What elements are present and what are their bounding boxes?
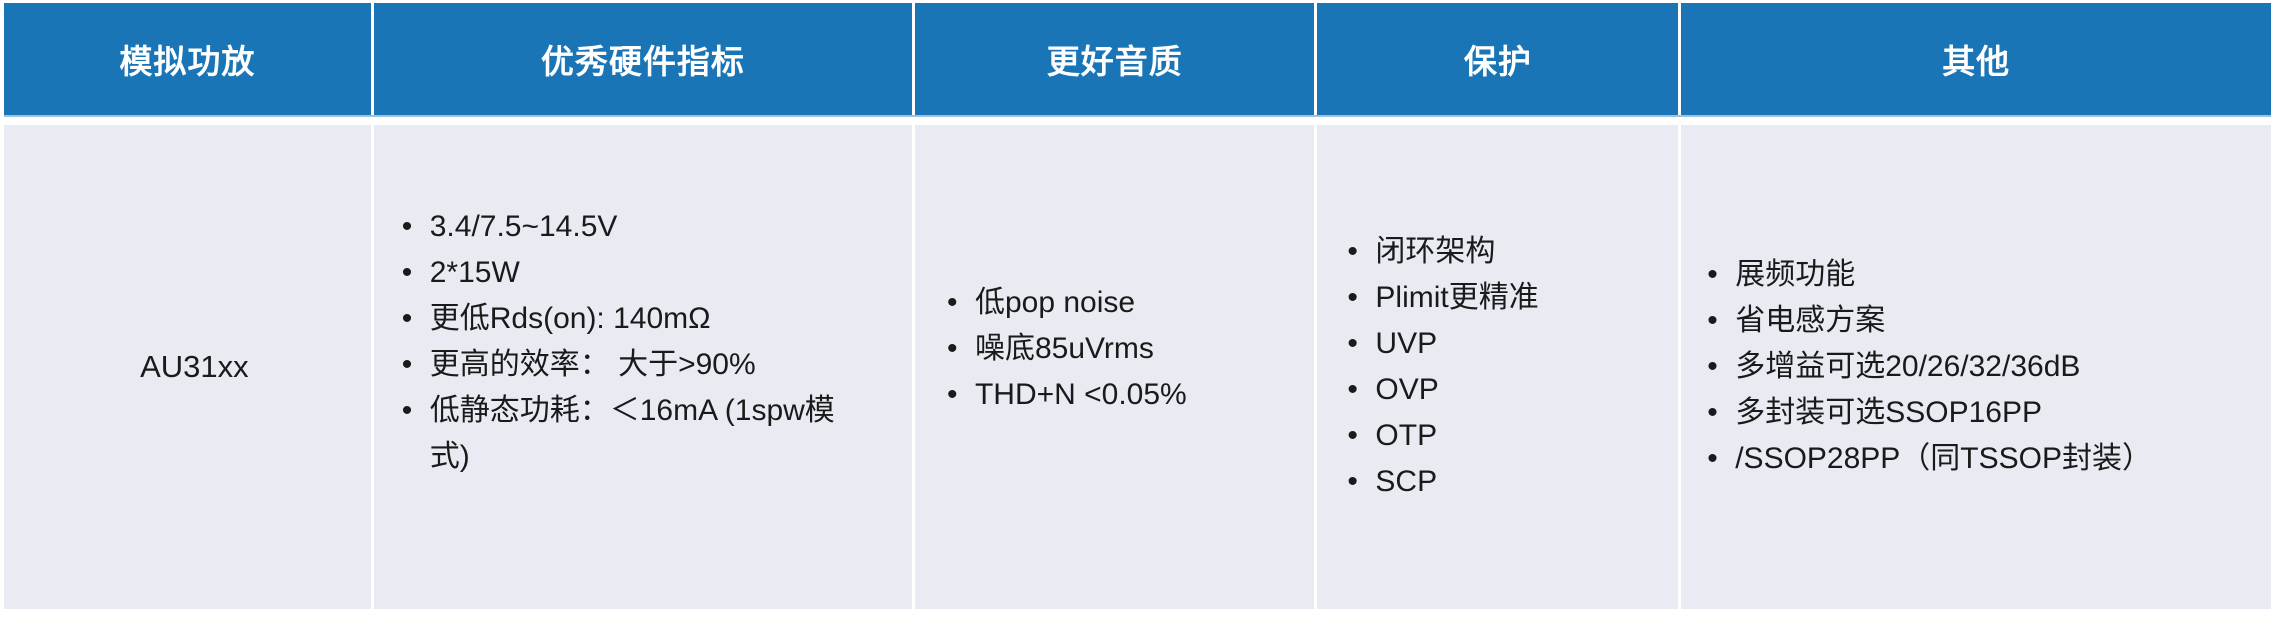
list-item: 省电感方案 <box>1701 298 2261 344</box>
header-cell-audio-quality: 更好音质 <box>914 3 1315 115</box>
others-list: 展频功能省电感方案多增益可选20/26/32/36dB多封装可选SSOP16PP… <box>1681 252 2271 482</box>
list-item: 噪底85uVrms <box>941 326 1304 372</box>
list-item: SCP <box>1341 459 1668 505</box>
cell-audio-quality: 低pop noise噪底85uVrmsTHD+N <0.05% <box>914 125 1315 609</box>
list-item: 展频功能 <box>1701 252 2261 298</box>
list-item: 多封装可选SSOP16PP <box>1701 390 2261 436</box>
list-item: 多增益可选20/26/32/36dB <box>1701 344 2261 390</box>
hardware-specs-list: 3.4/7.5~14.5V2*15W更低Rds(on): 140mΩ更高的效率：… <box>374 204 912 480</box>
audio-quality-list: 低pop noise噪底85uVrmsTHD+N <0.05% <box>915 280 1314 418</box>
table-header-row: 模拟功放 优秀硬件指标 更好音质 保护 其他 <box>4 3 2271 117</box>
list-item: OVP <box>1341 367 1668 413</box>
list-item: THD+N <0.05% <box>941 372 1304 418</box>
list-item: /SSOP28PP（同TSSOP封装） <box>1701 436 2261 482</box>
list-item: Plimit更精准 <box>1341 275 1668 321</box>
header-cell-others: 其他 <box>1681 3 2271 115</box>
cell-protection: 闭环架构Plimit更精准UVPOVPOTPSCP <box>1317 125 1679 609</box>
list-item: 闭环架构 <box>1341 229 1668 275</box>
product-name: AU31xx <box>140 349 249 384</box>
list-item: 低pop noise <box>941 280 1304 326</box>
header-cell-protection: 保护 <box>1317 3 1679 115</box>
cell-others: 展频功能省电感方案多增益可选20/26/32/36dB多封装可选SSOP16PP… <box>1681 125 2271 609</box>
list-item: OTP <box>1341 413 1668 459</box>
list-item: UVP <box>1341 321 1668 367</box>
list-item: 更低Rds(on): 140mΩ <box>396 296 862 342</box>
table-body-row: AU31xx 3.4/7.5~14.5V2*15W更低Rds(on): 140m… <box>4 125 2271 609</box>
list-item: 2*15W <box>396 250 862 296</box>
list-item: 3.4/7.5~14.5V <box>396 204 862 250</box>
list-item: 低静态功耗：＜16mA (1spw模式) <box>396 388 862 480</box>
header-cell-analog-amp: 模拟功放 <box>4 3 371 115</box>
protection-list: 闭环架构Plimit更精准UVPOVPOTPSCP <box>1317 229 1678 505</box>
list-item: 更高的效率： 大于>90% <box>396 342 862 388</box>
cell-hardware-specs: 3.4/7.5~14.5V2*15W更低Rds(on): 140mΩ更高的效率：… <box>373 125 912 609</box>
cell-product: AU31xx <box>4 125 371 609</box>
header-cell-hardware-specs: 优秀硬件指标 <box>373 3 912 115</box>
